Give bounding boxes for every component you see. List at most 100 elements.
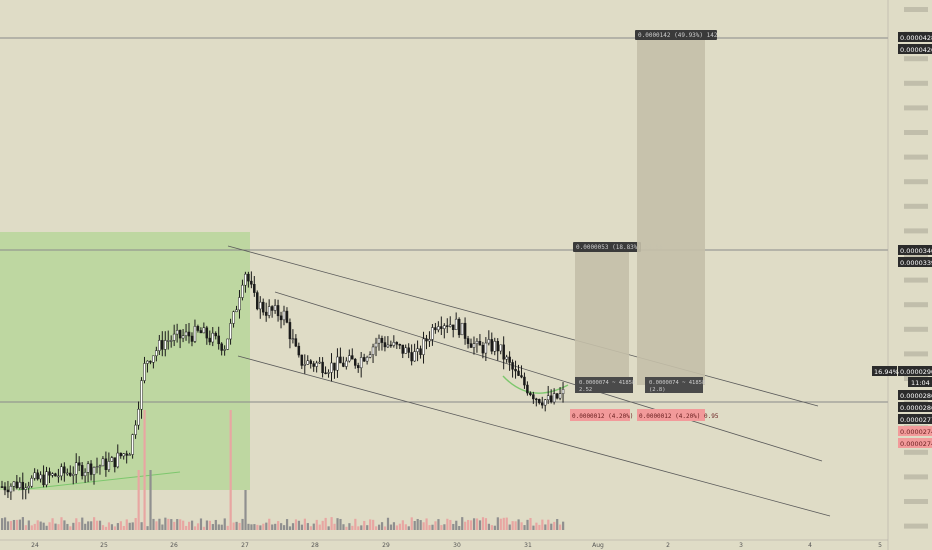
y-tick-label-blurred <box>904 179 928 185</box>
projection-box-1[interactable] <box>575 250 629 385</box>
candle-body <box>484 342 488 354</box>
x-tick-label: 4 <box>808 542 812 549</box>
volume-bar <box>152 518 155 530</box>
candle-body <box>107 461 111 470</box>
candle-body <box>253 284 256 293</box>
candle-body <box>214 332 217 337</box>
candle-body <box>511 362 514 370</box>
channel-line-2[interactable] <box>274 291 823 462</box>
channel-line-1[interactable] <box>227 245 819 407</box>
candle-body <box>377 337 381 344</box>
volume-bar <box>140 522 143 530</box>
volume-bar <box>173 521 176 530</box>
projection-box-2[interactable] <box>637 38 705 385</box>
volume-bar <box>75 518 78 530</box>
volume-bar <box>321 520 324 530</box>
volume-bar <box>345 526 348 530</box>
volume-bar <box>455 520 458 530</box>
candle-body <box>383 342 387 348</box>
y-tick-label-blurred <box>904 228 928 234</box>
loss-zone-2 <box>637 409 705 421</box>
candle-body <box>306 360 309 365</box>
volume-bar <box>315 519 318 530</box>
candle-body <box>122 453 125 457</box>
price-label-bg <box>898 438 932 448</box>
green-trend-line[interactable] <box>17 471 181 491</box>
price-label-bg <box>898 402 932 412</box>
candle-body <box>137 408 140 426</box>
volume-bar <box>541 519 544 530</box>
candle-body <box>131 434 134 455</box>
x-tick-label: 29 <box>382 542 390 549</box>
candle-body <box>66 472 69 475</box>
candle-body <box>561 389 565 394</box>
volume-bar <box>369 519 372 530</box>
volume-bar <box>550 523 553 530</box>
candle-body <box>273 305 277 311</box>
candle-body <box>342 362 345 367</box>
volume-bar <box>481 517 485 530</box>
volume-bar <box>9 521 13 530</box>
candle-body <box>431 327 434 340</box>
candle-body <box>152 355 155 363</box>
candle-body <box>80 465 84 477</box>
volume-bar <box>351 525 354 530</box>
candle-body <box>535 398 538 401</box>
candle-body <box>446 325 449 327</box>
candle-body <box>69 472 72 476</box>
candle-body <box>267 306 271 316</box>
y-tick-label-blurred <box>904 326 928 332</box>
x-tick-label: 26 <box>170 542 178 549</box>
candle-body <box>187 331 191 337</box>
volume-bar <box>12 519 16 530</box>
candle-body <box>499 344 502 352</box>
volume-bar <box>244 490 247 530</box>
candle-body <box>259 301 262 310</box>
countdown-bg <box>908 377 932 387</box>
volume-bar <box>309 526 312 530</box>
candle-body <box>143 363 146 381</box>
volume-bar <box>229 410 232 530</box>
volume-bar <box>247 523 250 530</box>
volume-bar <box>357 526 360 530</box>
volume-bar <box>366 525 369 530</box>
candle-body <box>428 339 431 342</box>
candle-body <box>24 487 27 490</box>
rounding-bottom-curve[interactable] <box>502 375 569 394</box>
candle-body <box>362 357 366 362</box>
candle-body <box>247 273 250 282</box>
x-tick-label: 2 <box>666 542 670 549</box>
candle-body <box>404 347 407 354</box>
volume-bar <box>90 521 93 530</box>
candle-body <box>220 343 223 351</box>
candle-body <box>440 326 443 329</box>
volume-bar <box>520 522 523 530</box>
candle-body <box>199 330 203 334</box>
candle-body <box>83 472 87 477</box>
y-tick-label-blurred <box>904 277 928 283</box>
volume-bar <box>30 525 33 530</box>
volume-bar <box>143 410 146 530</box>
countdown-label: 11:04 <box>911 379 930 387</box>
volume-bar <box>220 524 223 530</box>
channel-line-3[interactable] <box>237 355 831 517</box>
entry-label-1-line-1: 0.0000074 ~ 41858 <box>579 380 635 386</box>
candle-body <box>460 322 464 336</box>
volume-bar <box>226 525 229 530</box>
price-label: 0.0000339 <box>900 259 932 267</box>
volume-bar <box>217 524 220 530</box>
candle-body <box>125 453 128 456</box>
volume-bar <box>95 520 99 530</box>
volume-bar <box>544 524 547 530</box>
candle-body <box>443 325 446 329</box>
candle-body <box>217 335 220 345</box>
price-label: 0.0000340 <box>900 247 932 255</box>
candle-body <box>490 339 494 352</box>
candle-body <box>466 338 470 344</box>
price-label: 0.0000428 <box>900 34 932 42</box>
volume-bar <box>511 521 514 530</box>
candle-body <box>359 357 363 369</box>
volume-bar <box>238 522 241 530</box>
